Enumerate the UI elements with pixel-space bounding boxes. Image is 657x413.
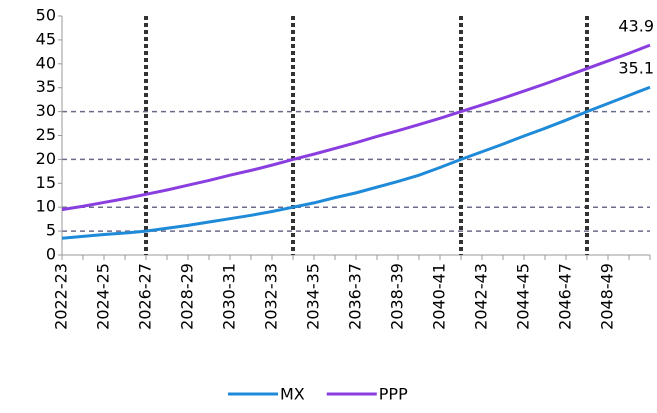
y-tick-label: 0	[46, 245, 56, 264]
x-tick-label: 2024-25	[94, 263, 113, 330]
data-label: 35.1	[618, 59, 654, 78]
x-tick-label: 2040-41	[430, 263, 449, 330]
x-tick-label: 2028-29	[178, 263, 197, 330]
y-tick-label: 20	[36, 149, 56, 168]
x-tick-label: 2030-31	[220, 263, 239, 330]
x-tick-label: 2042-43	[472, 263, 491, 330]
x-tick-label: 2038-39	[388, 263, 407, 330]
y-tick-label: 40	[36, 53, 56, 72]
x-tick-label: 2026-27	[136, 263, 155, 330]
y-tick-label: 50	[36, 6, 56, 25]
x-tick-label: 2036-37	[346, 263, 365, 330]
y-tick-label: 25	[36, 125, 56, 144]
x-tick-label: 2048-49	[598, 263, 617, 330]
line	[61, 43, 651, 212]
y-tick-label: 5	[46, 221, 56, 240]
y-tick-label: 30	[36, 101, 56, 120]
x-tick-label: 2044-45	[514, 263, 533, 330]
x-tick-label: 2034-35	[304, 263, 323, 330]
legend-label: PPP	[379, 385, 408, 404]
y-tick-label: 10	[36, 197, 56, 216]
y-tick-label: 35	[36, 77, 56, 96]
data-label: 43.9	[618, 17, 654, 36]
x-tick-label: 2022-23	[52, 263, 71, 330]
y-tick-label: 45	[36, 29, 56, 48]
x-tick-label: 2046-47	[556, 263, 575, 330]
line	[61, 85, 651, 240]
legend-label: MX	[280, 385, 305, 404]
x-tick-label: 2032-33	[262, 263, 281, 330]
y-tick-label: 15	[36, 173, 56, 192]
